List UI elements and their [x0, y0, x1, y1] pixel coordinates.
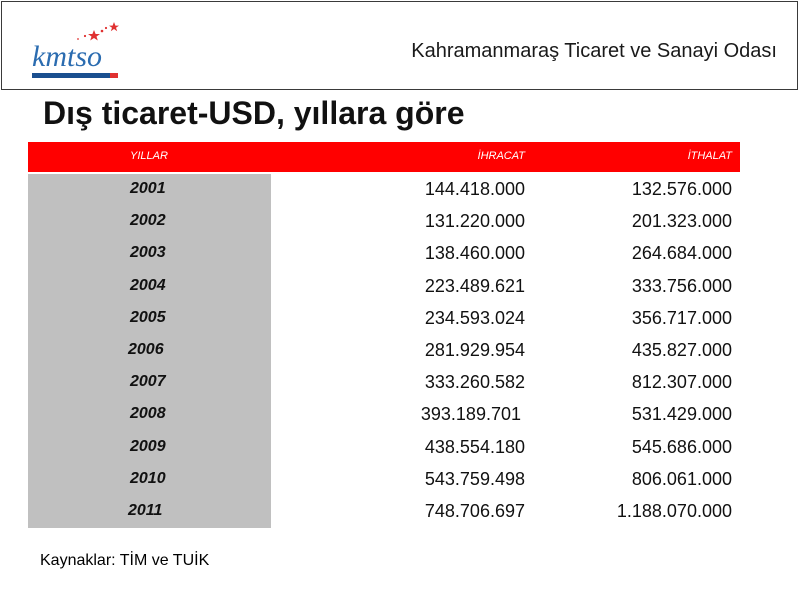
kmtso-logo: kmtso	[32, 22, 119, 78]
export-cell: 138.460.000	[424, 243, 525, 264]
header-frame: kmtso Kahramanmaraş Ticaret ve Sanayi Od…	[1, 1, 798, 90]
import-cell: 531.429.000	[631, 404, 732, 425]
table-row: 2001 144.418.000 132.576.000	[28, 174, 740, 206]
table-row: 2002 131.220.000 201.323.000	[28, 206, 740, 238]
export-cell: 281.929.954	[424, 339, 525, 360]
year-cell: 2003	[130, 244, 166, 262]
year-cell: 2009	[130, 437, 166, 455]
year-cell: 2010	[130, 469, 166, 487]
export-cell: 144.418.000	[424, 179, 525, 199]
table-row: 2009 438.554.180 545.686.000	[28, 432, 740, 464]
source-note: Kaynaklar: TİM ve TUİK	[40, 552, 210, 569]
export-cell: 131.220.000	[424, 211, 525, 232]
column-header-imports: İTHALAT	[687, 150, 732, 162]
svg-text:kmtso: kmtso	[32, 40, 102, 73]
year-cell: 2007	[130, 373, 166, 391]
table-row: 2003 138.460.000 264.684.000	[28, 238, 740, 270]
export-cell: 234.593.024	[424, 307, 525, 328]
import-cell: 333.756.000	[631, 275, 732, 296]
table-body: 2001 144.418.000 132.576.000 2002 131.22…	[28, 174, 740, 528]
import-cell: 201.323.000	[631, 211, 732, 232]
export-cell: 333.260.582	[424, 372, 525, 393]
import-cell: 812.307.000	[631, 372, 732, 393]
export-cell: 223.489.621	[424, 275, 525, 296]
column-header-years: YILLAR	[130, 150, 168, 162]
export-cell: 543.759.498	[424, 468, 525, 489]
page-title: Dış ticaret-USD, yıllara göre	[43, 95, 465, 131]
years-column-background	[28, 174, 271, 528]
table-header-row: YILLAR İHRACAT İTHALAT	[28, 142, 740, 172]
year-cell: 2002	[130, 212, 166, 230]
year-cell: 2008	[130, 405, 166, 423]
year-cell: 2006	[128, 340, 164, 358]
trade-table: YILLAR İHRACAT İTHALAT 2001 144.418.000 …	[28, 142, 740, 528]
import-cell: 356.717.000	[631, 307, 732, 328]
table-row: 2008 393.189.701 531.429.000	[28, 399, 740, 431]
column-header-exports: İHRACAT	[477, 150, 525, 162]
table-row: 2005 234.593.024 356.717.000	[28, 303, 740, 335]
import-cell: 132.576.000	[631, 179, 732, 199]
export-cell: 393.189.701	[420, 404, 521, 425]
import-cell: 264.684.000	[631, 243, 732, 264]
import-cell: 1.188.070.000	[616, 500, 732, 521]
year-cell: 2005	[130, 308, 166, 326]
organization-name: Kahramanmaraş Ticaret ve Sanayi Odası	[411, 40, 777, 62]
table-row: 2006 281.929.954 435.827.000	[28, 335, 740, 367]
export-cell: 748.706.697	[424, 500, 525, 521]
year-cell: 2001	[130, 180, 166, 197]
year-cell: 2011	[128, 501, 163, 519]
import-cell: 435.827.000	[631, 339, 732, 360]
table-row: 2010 543.759.498 806.061.000	[28, 464, 740, 496]
table-row: 2007 333.260.582 812.307.000	[28, 367, 740, 399]
export-cell: 438.554.180	[424, 436, 525, 457]
year-cell: 2004	[130, 276, 166, 294]
table-row: 2004 223.489.621 333.756.000	[28, 271, 740, 303]
import-cell: 806.061.000	[631, 468, 732, 489]
table-row: 2011 748.706.697 1.188.070.000	[28, 496, 740, 528]
import-cell: 545.686.000	[631, 436, 732, 457]
